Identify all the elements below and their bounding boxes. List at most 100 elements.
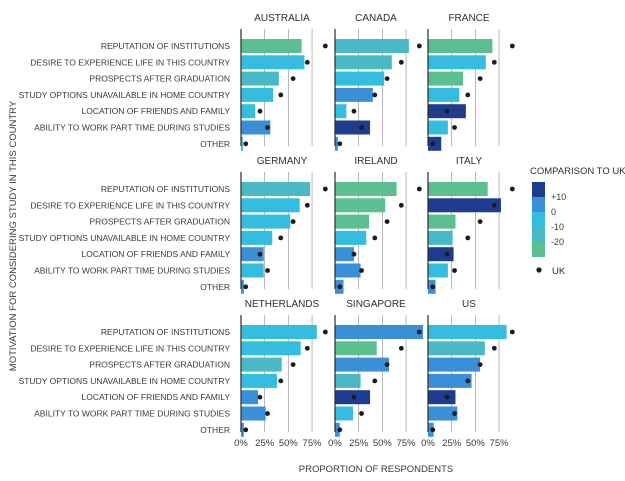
bar: [241, 373, 277, 388]
x-tick-label: 0%: [421, 438, 435, 449]
uk-marker: [509, 43, 515, 49]
bar: [241, 214, 291, 229]
panel-germany: GERMANY: [240, 156, 328, 294]
bar: [241, 182, 311, 196]
panel-australia: AUSTRALIA: [240, 13, 328, 151]
category-label: ABILITY TO WORK PART TIME DURING STUDIES: [34, 266, 230, 276]
uk-marker: [477, 219, 483, 225]
legend-uk-marker: [536, 267, 542, 273]
bar: [335, 120, 371, 135]
panels-layer: AUSTRALIA REPUTATION OF INSTITUTIONS DESIR…: [19, 13, 515, 449]
uk-marker: [444, 394, 450, 400]
uk-marker: [384, 76, 390, 81]
panel-singapore: SINGAPORE 0% 25% 50% 75%: [328, 299, 424, 449]
x-tick-label: 0%: [328, 438, 342, 449]
uk-marker: [384, 362, 390, 367]
uk-marker: [477, 362, 483, 367]
uk-marker: [257, 251, 263, 257]
uk-marker: [322, 186, 328, 192]
uk-marker: [452, 125, 457, 130]
panel-title: FRANCE: [448, 13, 489, 24]
x-tick-label: 75%: [490, 438, 510, 449]
uk-marker: [372, 235, 378, 241]
uk-marker: [290, 76, 296, 81]
x-axis-label: PROPORTION OF RESPONDENTS: [299, 464, 453, 475]
uk-marker: [430, 284, 436, 290]
uk-marker: [304, 202, 310, 208]
bar: [241, 325, 317, 339]
x-tick-label: 75%: [303, 438, 323, 449]
uk-marker: [243, 284, 249, 290]
panel-title: US: [462, 299, 476, 310]
bar: [428, 198, 501, 213]
x-tick-label: 25%: [442, 438, 462, 449]
uk-marker: [278, 378, 284, 384]
category-label: REPUTATION OF INSTITUTIONS: [101, 327, 230, 337]
category-label: DESIRE TO EXPERIENCE LIFE IN THIS COUNTR…: [30, 200, 230, 210]
bar: [428, 120, 448, 135]
legend-tick-label: -20: [551, 237, 564, 247]
panel-title: ITALY: [456, 156, 483, 167]
uk-marker: [372, 92, 378, 98]
uk-marker: [509, 329, 515, 335]
uk-marker: [290, 362, 296, 367]
x-tick-label: 50%: [373, 438, 393, 449]
x-tick-label: 25%: [349, 438, 369, 449]
legend: COMPARISON TO UK +10 0 -10 -20 UK: [530, 166, 625, 277]
category-label: OTHER: [200, 425, 230, 435]
bar: [428, 325, 507, 339]
uk-marker: [444, 251, 450, 257]
bar: [335, 182, 397, 196]
bar: [241, 198, 300, 213]
legend-tick-label: -10: [551, 222, 564, 232]
uk-marker: [290, 219, 296, 225]
category-label: PROSPECTS AFTER GRADUATION: [89, 217, 230, 227]
uk-marker: [491, 202, 497, 208]
category-label: ABILITY TO WORK PART TIME DURING STUDIES: [34, 409, 230, 419]
panel-title: CANADA: [355, 13, 397, 24]
bar: [335, 214, 370, 229]
uk-marker: [384, 219, 390, 225]
category-label: LOCATION OF FRIENDS AND FAMILY: [82, 106, 231, 116]
bar: [428, 406, 458, 421]
uk-marker: [452, 411, 457, 416]
panel-title: GERMANY: [257, 156, 308, 167]
panel-canada: CANADA: [334, 13, 422, 151]
uk-marker: [359, 125, 364, 130]
panel-italy: ITALY: [427, 156, 515, 294]
uk-marker: [416, 43, 422, 49]
bar: [335, 55, 392, 70]
uk-marker: [465, 235, 471, 241]
category-label: OTHER: [200, 282, 230, 292]
bar: [428, 55, 486, 70]
uk-marker: [351, 251, 357, 257]
uk-marker: [465, 92, 471, 98]
uk-marker: [243, 141, 249, 147]
bar: [241, 279, 244, 294]
bar: [428, 230, 453, 245]
bar: [335, 39, 409, 53]
legend-swatch: [532, 197, 545, 212]
panel-title: AUSTRALIA: [254, 13, 310, 24]
uk-marker: [398, 345, 404, 351]
bar: [335, 341, 377, 356]
category-label: LOCATION OF FRIENDS AND FAMILY: [82, 392, 231, 402]
bar: [335, 263, 361, 278]
uk-marker: [337, 427, 343, 433]
bar: [241, 136, 243, 151]
uk-marker: [322, 329, 328, 335]
uk-marker: [509, 186, 515, 192]
legend-swatch: [532, 242, 545, 257]
bar: [335, 87, 373, 102]
legend-tick-label: 0: [551, 207, 556, 217]
uk-marker: [359, 411, 364, 416]
panel-title: NETHERLANDS: [245, 299, 320, 310]
uk-marker: [398, 202, 404, 208]
bar: [335, 136, 338, 151]
uk-marker: [351, 394, 357, 400]
bar: [335, 198, 386, 213]
uk-marker: [337, 141, 343, 147]
legend-swatch: [532, 212, 545, 227]
bar: [241, 230, 273, 245]
bar: [428, 263, 448, 278]
